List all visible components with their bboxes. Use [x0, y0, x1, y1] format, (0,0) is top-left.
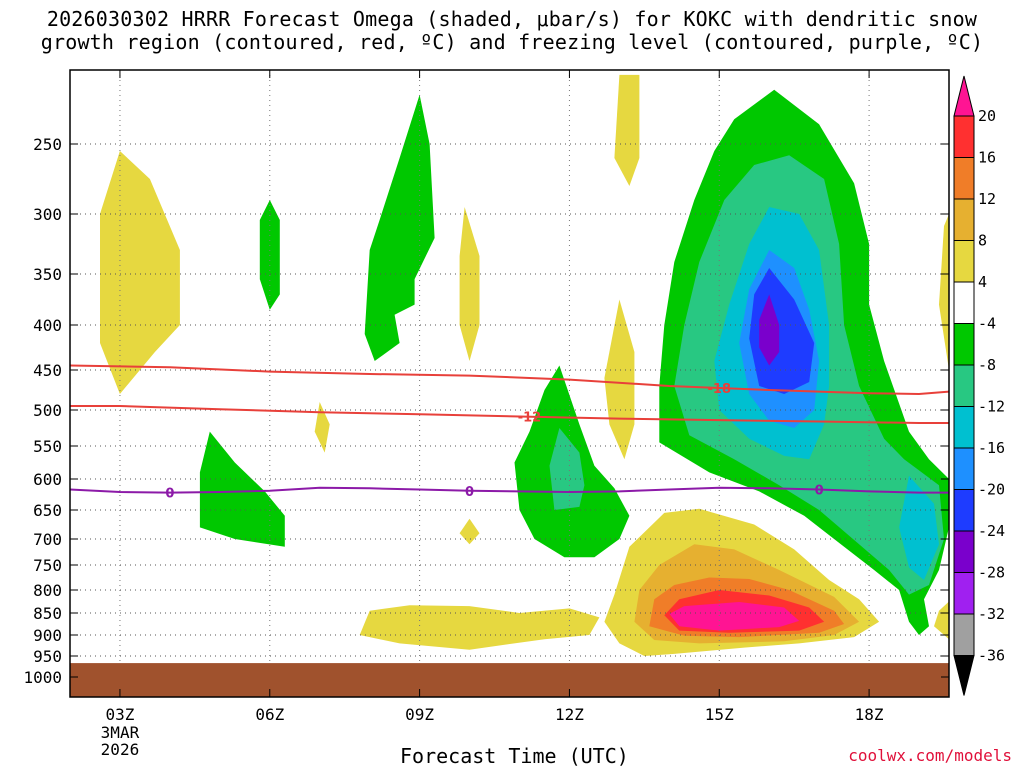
- omega-region-3: [314, 402, 330, 453]
- y-tick-label: 500: [33, 401, 62, 420]
- contour-label: 0: [465, 485, 474, 500]
- omega-region-5: [459, 207, 480, 361]
- omega-region-8: [604, 299, 635, 460]
- colorbar-label: -12: [978, 398, 1005, 416]
- colorbar-top-arrow: [953, 75, 975, 117]
- colorbar-band: [953, 489, 975, 532]
- colorbar-band: [953, 157, 975, 200]
- x-tick-label: 12Z: [555, 705, 584, 724]
- credit-link[interactable]: coolwx.com/models: [848, 746, 1012, 765]
- x-tick-label: 09Z: [405, 705, 434, 724]
- y-tick-label: 850: [33, 604, 62, 623]
- colorbar-band: [953, 530, 975, 573]
- y-tick-label: 250: [33, 135, 62, 154]
- colorbar-label: 20: [978, 107, 996, 125]
- plot-frame: [69, 69, 950, 698]
- y-tick-label: 800: [33, 581, 62, 600]
- colorbar-label: -4: [978, 315, 996, 333]
- omega-region-2: [259, 200, 280, 310]
- y-tick-label: 450: [33, 361, 62, 380]
- omega-region-16: [669, 602, 800, 631]
- omega-region-11: [359, 605, 600, 650]
- omega-region-25: [934, 601, 949, 640]
- omega-region-1: [199, 431, 285, 547]
- x-tick-label: 06Z: [255, 705, 284, 724]
- contour-label: 0: [815, 484, 824, 499]
- colorbar-band: [953, 364, 975, 407]
- date-label-month: 3MAR: [101, 723, 140, 742]
- chart-title-line2: growth region (contoured, red, ºC) and f…: [40, 30, 984, 54]
- omega-region-10: [549, 428, 585, 510]
- omega-region-24: [939, 214, 949, 370]
- omega-region-0: [100, 151, 180, 394]
- omega-region-4: [364, 94, 435, 361]
- omega-region-20: [899, 475, 939, 580]
- colorbar-band: [953, 281, 975, 324]
- colorbar-band: [953, 115, 975, 158]
- colorbar-band: [953, 198, 975, 241]
- y-tick-label: 950: [33, 647, 62, 666]
- colorbar-band: [953, 240, 975, 283]
- x-tick-label: 18Z: [855, 705, 884, 724]
- y-tick-label: 600: [33, 470, 62, 489]
- y-tick-label: 1000: [23, 668, 62, 687]
- x-tick-label: 15Z: [705, 705, 734, 724]
- colorbar-band: [953, 323, 975, 366]
- colorbar-band: [953, 406, 975, 449]
- y-tick-label: 400: [33, 316, 62, 335]
- x-axis-label: Forecast Time (UTC): [400, 744, 629, 768]
- surface-terrain: [70, 663, 949, 697]
- y-tick-label: 700: [33, 530, 62, 549]
- colorbar-band: [953, 572, 975, 615]
- y-tick-label: 900: [33, 626, 62, 645]
- colorbar-bottom-arrow: [953, 655, 975, 696]
- colorbar-label: -24: [978, 522, 1005, 540]
- colorbar-label: -36: [978, 647, 1005, 665]
- y-tick-label: 550: [33, 437, 62, 456]
- colorbar-label: -32: [978, 605, 1005, 623]
- contour-label: -18: [708, 382, 732, 397]
- contour-label: 0: [165, 487, 174, 502]
- colorbar-band: [953, 447, 975, 490]
- colorbar-label: 12: [978, 190, 996, 208]
- omega-region-7: [614, 74, 640, 186]
- y-tick-label: 650: [33, 501, 62, 520]
- contour-label: -12: [518, 411, 542, 426]
- colorbar-label: -20: [978, 481, 1005, 499]
- omega-region-22: [749, 268, 815, 394]
- colorbar-label: 4: [978, 273, 987, 291]
- date-label-year: 2026: [101, 740, 140, 759]
- omega-region-6: [459, 518, 480, 545]
- y-tick-label: 350: [33, 265, 62, 284]
- colorbar-label: -8: [978, 356, 996, 374]
- colorbar-label: 16: [978, 149, 996, 167]
- y-tick-label: 750: [33, 556, 62, 575]
- contour-line-0: [70, 364, 949, 396]
- colorbar-label: -16: [978, 439, 1005, 457]
- y-tick-label: 300: [33, 205, 62, 224]
- colorbar-label: 8: [978, 232, 987, 250]
- chart-title-line1: 2026030302 HRRR Forecast Omega (shaded, …: [46, 7, 978, 31]
- colorbar-label: -28: [978, 564, 1005, 582]
- contour-line-2: [70, 486, 949, 494]
- omega-region-23: [759, 294, 780, 366]
- contour-line-1: [70, 405, 949, 424]
- x-tick-label: 03Z: [105, 705, 134, 724]
- colorbar-band: [953, 613, 975, 656]
